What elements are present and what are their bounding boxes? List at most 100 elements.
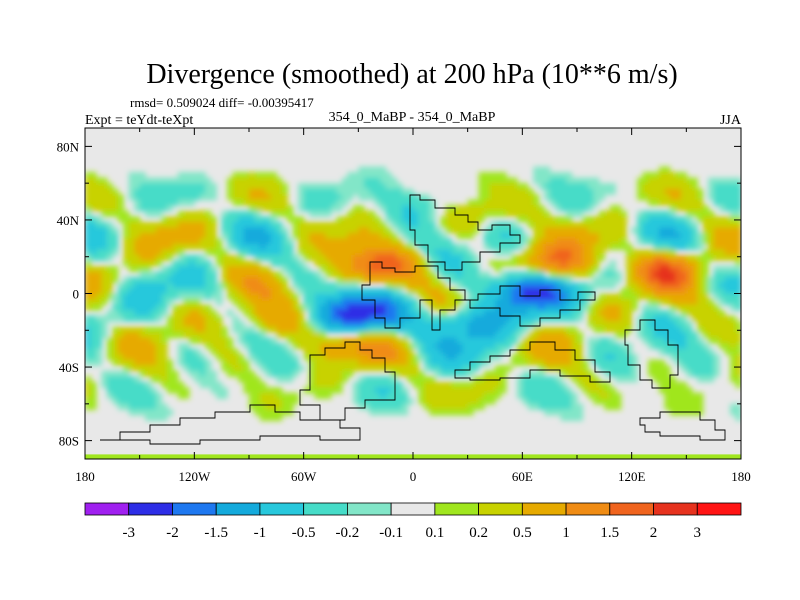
field-cell [724,282,731,289]
field-cell [352,276,359,284]
field-cell [95,293,102,300]
field-cell [303,205,310,212]
field-cell [205,287,212,295]
field-cell [598,194,605,201]
field-cell [505,271,512,278]
field-cell [292,326,299,333]
field-cell [287,265,294,273]
field-cell [587,205,594,212]
field-cell [686,359,693,366]
field-cell [183,183,190,190]
field-cell [429,254,436,261]
field-cell [374,381,381,388]
field-cell [730,365,737,372]
field-cell [95,188,102,195]
field-cell [473,199,480,206]
field-cell [145,183,152,190]
field-cell [199,243,206,250]
field-cell [243,370,250,377]
field-cell [391,354,398,361]
field-cell [735,249,741,256]
field-cell [407,332,414,339]
field-cell [730,249,737,256]
field-cell [516,392,523,399]
field-cell [352,359,359,366]
field-cell [402,232,409,239]
field-cell [101,315,108,322]
field-cell [429,381,436,388]
field-cell [511,310,518,317]
field-cell [374,232,381,239]
field-cell [413,216,420,223]
field-cell [259,276,266,284]
field-cell [363,260,370,267]
field-cell [549,227,556,234]
field-cell [702,315,709,322]
field-cell [423,232,430,239]
field-cell [292,254,299,261]
field-cell [336,354,343,361]
field-cell [331,249,338,256]
field-cell [538,370,545,377]
field-cell [172,177,179,184]
field-cell [90,183,97,190]
field-cell [123,381,130,388]
field-cell [533,243,540,250]
field-cell [221,365,228,372]
field-cell [385,409,392,416]
field-cell [270,210,277,217]
field-cell [549,243,556,250]
field-cell [265,227,272,234]
field-cell [216,249,223,256]
field-cell [309,199,316,206]
field-cell [730,343,737,350]
field-cell [713,232,720,239]
field-cell [227,310,234,317]
field-cell [85,332,92,339]
field-cell [249,271,256,278]
field-cell [150,359,157,366]
field-cell [243,282,250,289]
field-cell [199,276,206,284]
field-cell [205,304,212,311]
field-cell [680,282,687,289]
field-cell [609,238,616,245]
field-cell [134,376,141,383]
field-cell [451,359,458,366]
field-cell [188,232,195,239]
field-cell [177,310,184,317]
field-cell [511,332,518,339]
field-cell [309,238,316,245]
field-cell [664,271,671,278]
field-cell [527,376,534,383]
field-cell [249,216,256,223]
field-cell [90,354,97,361]
field-cell [730,183,737,190]
field-cell [259,365,266,372]
field-cell [708,348,715,355]
field-cell [314,326,321,333]
field-cell [320,332,327,339]
field-cell [522,337,529,344]
left-label: Expt = teYdt-teXpt [85,113,193,128]
field-cell [205,221,212,228]
field-cell [227,183,234,190]
field-cell [85,293,92,300]
field-cell [249,276,256,284]
field-cell [451,326,458,333]
field-cell [593,348,600,355]
field-cell [281,403,288,410]
field-cell [659,227,666,234]
field-cell [516,387,523,394]
field-cell [139,398,146,405]
field-cell [451,276,458,284]
field-cell [730,282,737,289]
field-cell [352,183,359,190]
field-cell [270,183,277,190]
field-cell [341,199,348,206]
field-cell [615,321,622,328]
field-cell [697,370,704,377]
field-cell [664,199,671,206]
field-cell [210,337,217,344]
field-cell [686,387,693,394]
